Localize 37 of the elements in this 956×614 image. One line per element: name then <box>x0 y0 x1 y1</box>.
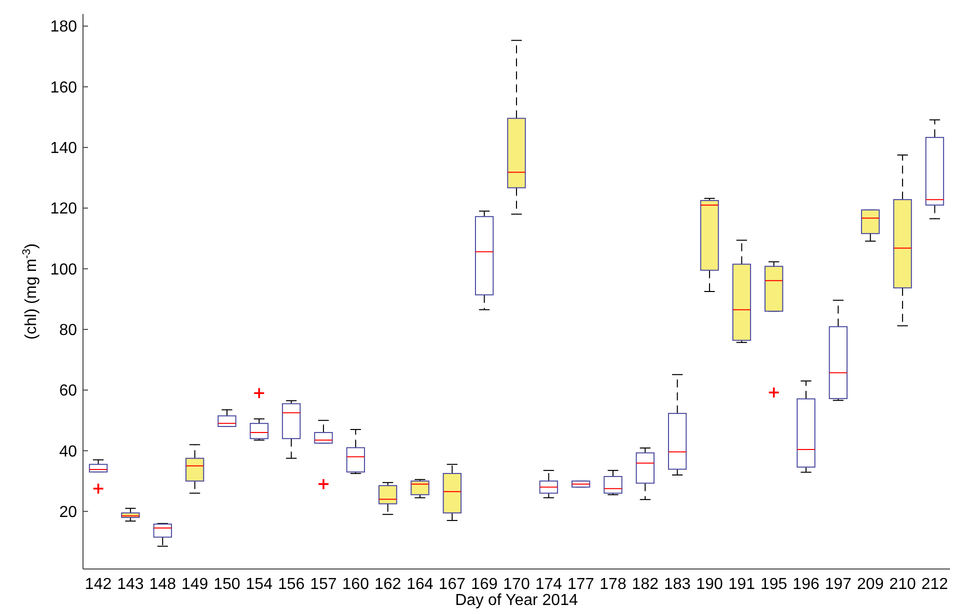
x-tick-label: 167 <box>438 576 466 593</box>
x-axis-title: Day of Year 2014 <box>455 592 578 609</box>
y-tick-label: 80 <box>59 322 78 340</box>
x-tick-label: 169 <box>470 576 498 593</box>
y-tick-label: 60 <box>59 382 78 400</box>
x-tick-label: 177 <box>567 576 594 593</box>
x-tick-label: 178 <box>600 576 626 593</box>
y-tick-label: 40 <box>59 443 78 460</box>
y-tick-label: 120 <box>50 200 78 218</box>
x-tick-label: 210 <box>889 576 916 593</box>
x-tick-label: 164 <box>406 576 434 593</box>
x-tick-label: 162 <box>374 576 402 593</box>
x-tick-label: 196 <box>792 576 820 593</box>
y-tick-label: 140 <box>50 140 78 158</box>
x-tick-label: 191 <box>728 576 756 593</box>
y-tick-label: 180 <box>50 18 78 36</box>
y-tick-label: 20 <box>59 504 78 521</box>
x-tick-label: 150 <box>214 576 240 593</box>
x-tick-label: 209 <box>857 576 884 593</box>
y-tick-label: 100 <box>50 261 78 278</box>
x-tick-label: 143 <box>117 576 144 593</box>
x-tick-label: 183 <box>664 576 691 593</box>
x-tick-label: 195 <box>760 576 788 593</box>
x-tick-label: 142 <box>84 576 112 593</box>
x-tick-label: 190 <box>696 576 723 593</box>
x-tick-label: 212 <box>921 576 948 593</box>
x-tick-label: 149 <box>181 576 208 593</box>
x-tick-label: 156 <box>278 576 305 593</box>
x-tick-label: 174 <box>535 576 562 593</box>
x-tick-label: 197 <box>824 576 852 593</box>
y-tick-label: 160 <box>50 79 78 96</box>
x-tick-label: 148 <box>149 576 176 593</box>
x-tick-label: 170 <box>503 576 530 593</box>
x-tick-label: 154 <box>246 576 273 593</box>
x-tick-label: 157 <box>310 576 337 593</box>
x-tick-label: 160 <box>342 576 370 593</box>
x-tick-label: 182 <box>632 576 659 593</box>
